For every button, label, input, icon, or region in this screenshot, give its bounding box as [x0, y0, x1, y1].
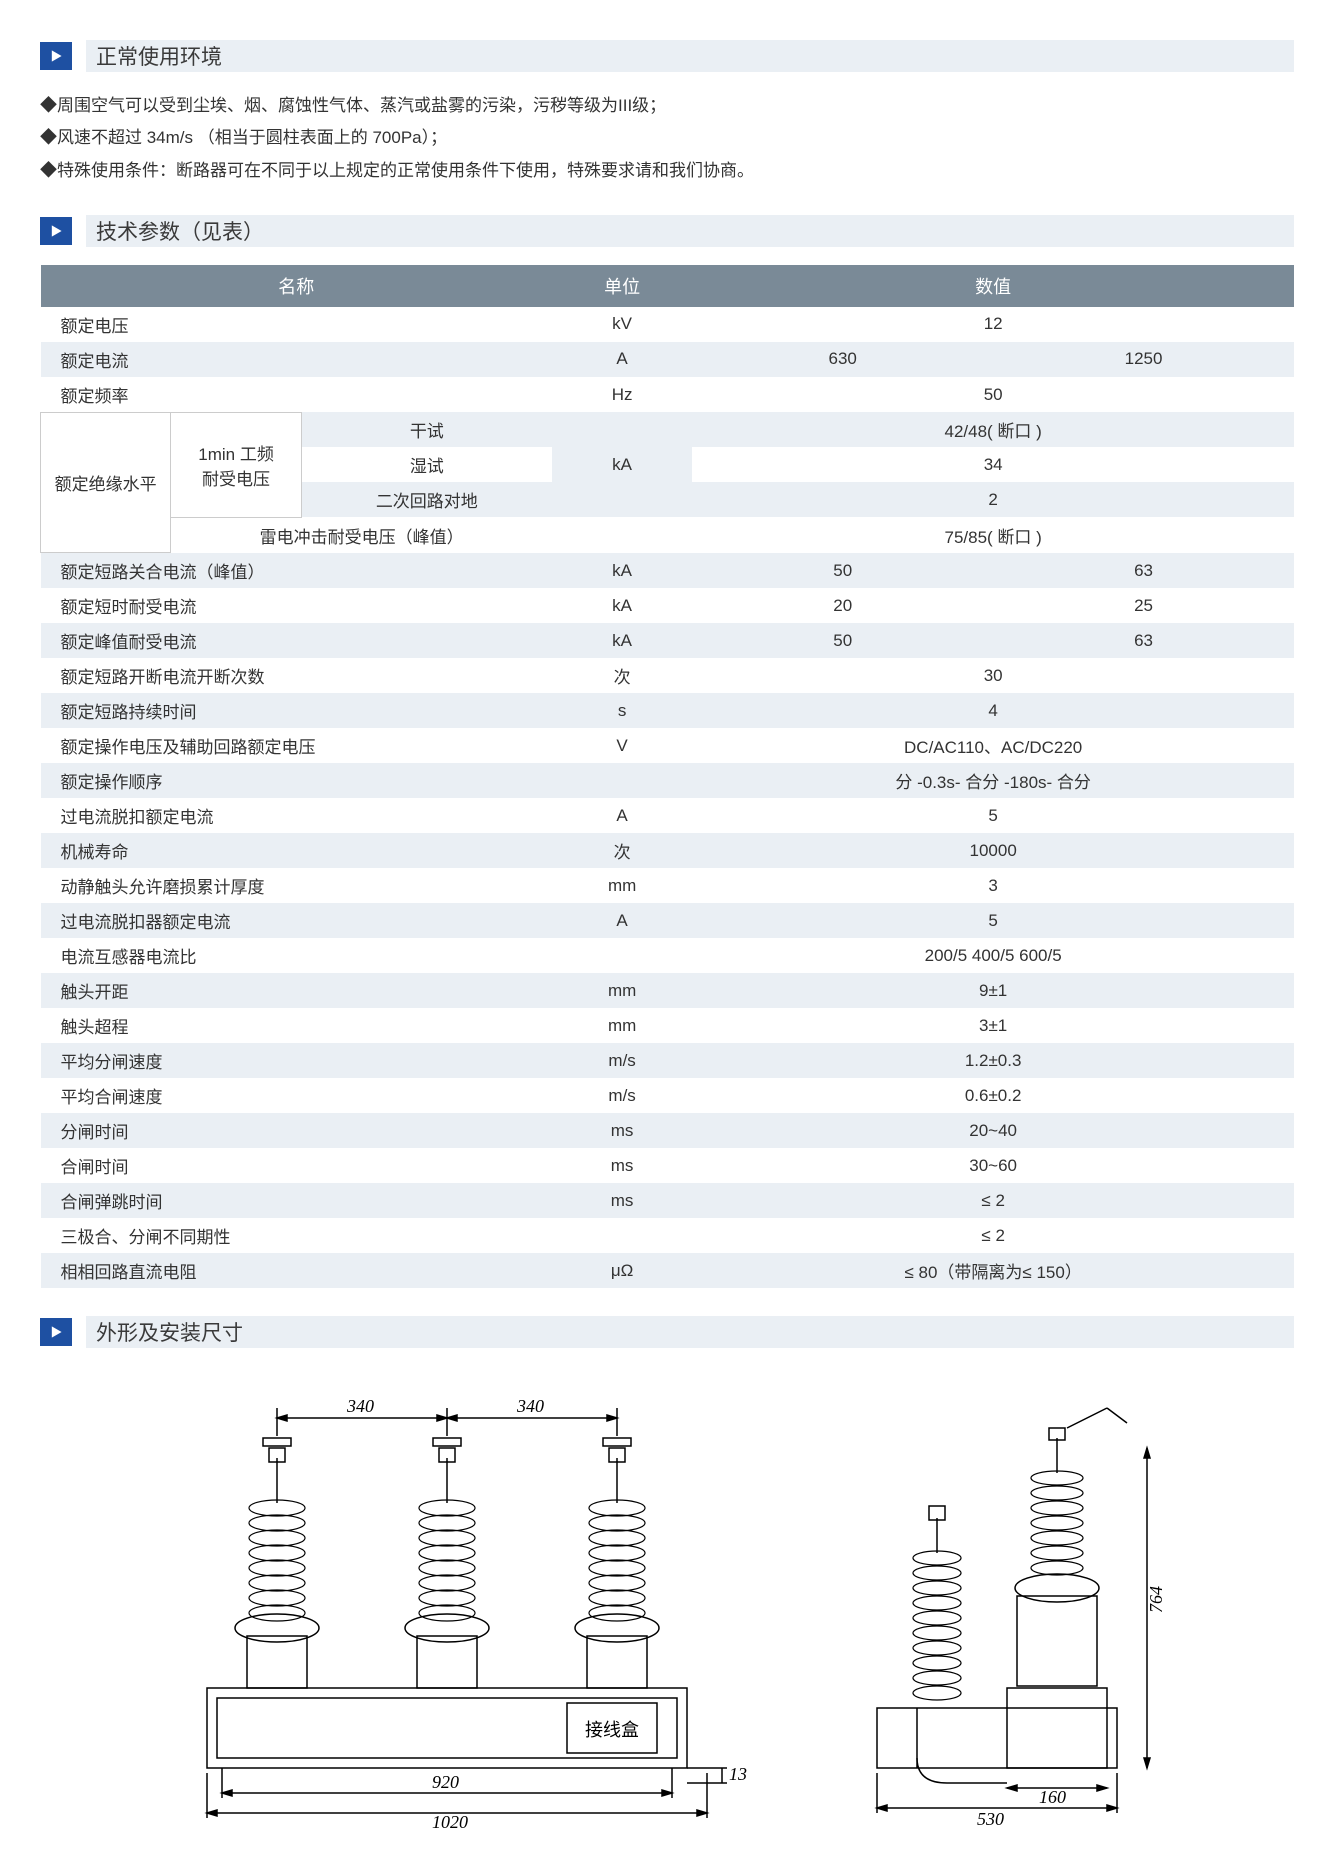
table-row: 动静触头允许磨损累计厚度mm3: [41, 868, 1295, 903]
table-row: 三极合、分闸不同期性≤ 2: [41, 1218, 1295, 1253]
table-row: 触头开距mm9±1: [41, 973, 1295, 1008]
bullet-item: ◆周围空气可以受到尘埃、烟、腐蚀性气体、蒸汽或盐雾的污染，污秽等级为III级；: [40, 90, 1294, 122]
table-row: 额定操作顺序分 -0.3s- 合分 -180s- 合分: [41, 763, 1295, 798]
section-title-bar: 技术参数（见表）: [86, 215, 1294, 247]
th-name: 名称: [41, 265, 552, 307]
table-row: 电流互感器电流比200/5 400/5 600/5: [41, 938, 1295, 973]
dim-label: 160: [1039, 1787, 1066, 1807]
table-row: 分闸时间ms20~40: [41, 1113, 1295, 1148]
table-row: 额定频率Hz50: [41, 377, 1295, 413]
dim-label: 340: [516, 1396, 544, 1416]
table-row: 额定短时耐受电流kA2025: [41, 588, 1295, 623]
table-row: 相相回路直流电阻μΩ≤ 80（带隔离为≤ 150）: [41, 1253, 1295, 1288]
side-view-diagram: 764 160 530: [807, 1388, 1187, 1828]
table-row: 机械寿命次10000: [41, 833, 1295, 868]
bullet-item: ◆风速不超过 34m/s （相当于圆柱表面上的 700Pa）；: [40, 122, 1294, 154]
front-view-diagram: 340 340 920 1020 13 接线盒: [147, 1388, 747, 1828]
table-row: 平均合闸速度m/s0.6±0.2: [41, 1078, 1295, 1113]
table-row: 额定操作电压及辅助回路额定电压VDC/AC110、AC/DC220: [41, 728, 1295, 763]
section-title: 技术参数（见表）: [96, 216, 264, 246]
table-row: 过电流脱扣额定电流A5: [41, 798, 1295, 833]
table-row: 合闸弹跳时间ms≤ 2: [41, 1183, 1295, 1218]
table-row: 合闸时间ms30~60: [41, 1148, 1295, 1183]
junction-box-label: 接线盒: [585, 1720, 639, 1740]
table-row: 额定短路持续时间s4: [41, 693, 1295, 728]
spec-table: 名称 单位 数值 额定电压kV12 额定电流A6301250 额定频率Hz50 …: [40, 265, 1294, 1289]
table-row: 额定短路关合电流（峰值）kA5063: [41, 553, 1295, 589]
dim-label: 340: [346, 1396, 374, 1416]
dim-label: 764: [1146, 1586, 1166, 1613]
bullet-list: ◆周围空气可以受到尘埃、烟、腐蚀性气体、蒸汽或盐雾的污染，污秽等级为III级； …: [40, 90, 1294, 187]
dim-label: 920: [432, 1772, 459, 1792]
diagram-area: 340 340 920 1020 13 接线盒: [40, 1378, 1294, 1838]
section-title: 外形及安装尺寸: [96, 1317, 243, 1347]
table-row: 雷电冲击耐受电压（峰值）75/85( 断口 ): [41, 517, 1295, 553]
section-title-bar: 外形及安装尺寸: [86, 1316, 1294, 1348]
play-icon: [40, 42, 72, 70]
table-header-row: 名称 单位 数值: [41, 265, 1295, 307]
section-title-bar: 正常使用环境: [86, 40, 1294, 72]
table-row: 额定峰值耐受电流kA5063: [41, 623, 1295, 658]
table-row: 额定电压kV12: [41, 307, 1295, 342]
table-row: 额定绝缘水平 1min 工频 耐受电压 干试 kA 42/48( 断口 ): [41, 412, 1295, 447]
table-row: 平均分闸速度m/s1.2±0.3: [41, 1043, 1295, 1078]
table-row: 触头超程mm3±1: [41, 1008, 1295, 1043]
dim-label: 530: [977, 1809, 1004, 1828]
play-icon: [40, 1318, 72, 1346]
section-header-dims: 外形及安装尺寸: [40, 1316, 1294, 1348]
table-row: 过电流脱扣器额定电流A5: [41, 903, 1295, 938]
section-title: 正常使用环境: [96, 41, 222, 71]
th-unit: 单位: [552, 265, 692, 307]
bullet-item: ◆特殊使用条件：断路器可在不同于以上规定的正常使用条件下使用，特殊要求请和我们协…: [40, 155, 1294, 187]
table-row: 额定电流A6301250: [41, 342, 1295, 377]
section-header-params: 技术参数（见表）: [40, 215, 1294, 247]
section-header-env: 正常使用环境: [40, 40, 1294, 72]
table-row: 额定短路开断电流开断次数次30: [41, 658, 1295, 693]
dim-label: 13: [729, 1764, 747, 1784]
dim-label: 1020: [432, 1812, 468, 1828]
th-value: 数值: [692, 265, 1294, 307]
play-icon: [40, 217, 72, 245]
